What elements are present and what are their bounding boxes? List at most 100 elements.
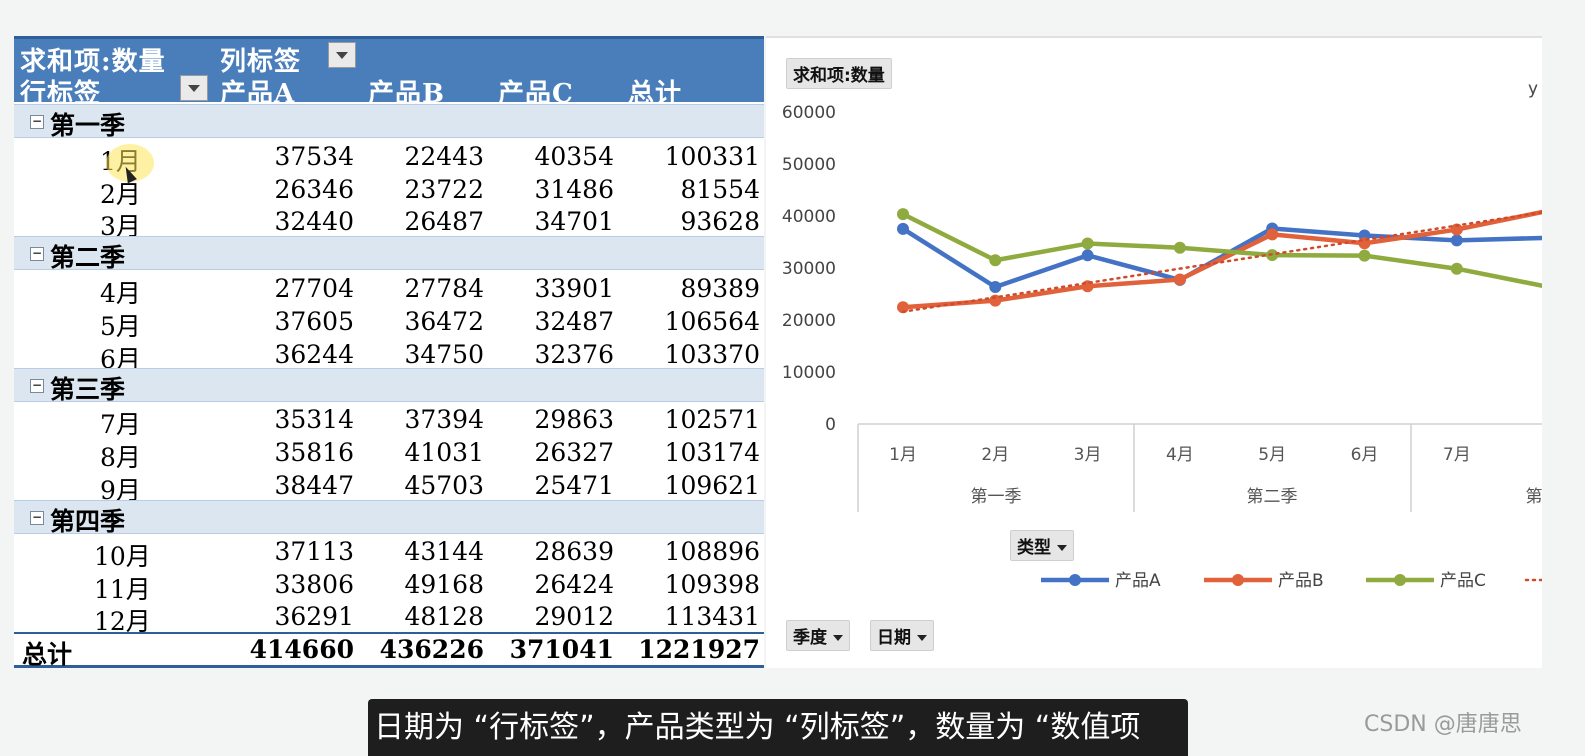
type-filter-button[interactable]: 类型 — [1010, 530, 1074, 561]
cell-product-b: 27784 — [404, 274, 484, 303]
grand-total-product-b: 436226 — [379, 635, 484, 664]
x-tick-label: 1月 — [889, 445, 917, 465]
data-point — [989, 281, 1002, 294]
group-label: 第一季 — [971, 487, 1022, 507]
cell-product-b: 48128 — [404, 602, 484, 631]
date-filter-label: 日期 — [877, 628, 911, 648]
table-row[interactable]: 4月 27704 27784 33901 89389 — [14, 272, 764, 308]
data-point — [1173, 241, 1186, 254]
table-row[interactable]: 8月 35816 41031 26327 103174 — [14, 436, 764, 472]
table-row[interactable]: 6月 36244 34750 32376 103370 — [14, 338, 764, 374]
line-chart-svg: 0 10000 20000 30000 40000 50000 60000 y 1月 2月 3月 4月… — [782, 79, 1543, 591]
cell-product-c: 29012 — [534, 602, 614, 631]
data-point — [1358, 249, 1371, 262]
cell-product-c: 29863 — [534, 405, 614, 434]
legend-label: 产品C — [1440, 571, 1486, 591]
data-point — [1450, 262, 1463, 275]
click-highlight — [106, 144, 154, 182]
table-row[interactable]: 12月 36291 48128 29012 113431 — [14, 600, 764, 636]
cell-product-a: 26346 — [274, 175, 354, 204]
group-label: 第 — [1526, 487, 1543, 507]
cell-product-b: 43144 — [404, 537, 484, 566]
y-tick-label: 40000 — [782, 207, 836, 227]
quarter-row[interactable]: − 第三季 — [14, 368, 764, 404]
chevron-down-icon — [1057, 545, 1067, 551]
table-row[interactable]: 9月 38447 45703 25471 109621 — [14, 469, 764, 505]
cell-product-a: 37605 — [274, 307, 354, 336]
data-point — [1266, 228, 1279, 241]
x-tick-label: 6月 — [1351, 445, 1379, 465]
cell-product-b: 37394 — [404, 405, 484, 434]
series-line — [901, 226, 1542, 290]
type-filter-label: 类型 — [1017, 538, 1051, 558]
data-point — [1173, 273, 1186, 286]
cell-product-b: 49168 — [404, 570, 484, 599]
cell-product-c: 32376 — [534, 340, 614, 369]
cell-product-b: 23722 — [404, 175, 484, 204]
x-tick-label: 3月 — [1074, 445, 1102, 465]
table-row[interactable]: 10月 37113 43144 28639 108896 — [14, 535, 764, 571]
cell-total: 109398 — [664, 570, 760, 599]
cell-product-c: 28639 — [534, 537, 614, 566]
quarter-row[interactable]: − 第二季 — [14, 236, 764, 272]
month-label: 8月 — [100, 443, 141, 472]
cell-product-c: 26327 — [534, 438, 614, 467]
data-point — [897, 208, 909, 221]
cell-product-a: 38447 — [274, 471, 354, 500]
cell-product-a: 35816 — [274, 438, 354, 467]
cell-product-a: 36291 — [274, 602, 354, 631]
data-point — [1081, 249, 1094, 262]
column-filter-dropdown[interactable] — [328, 42, 356, 68]
cell-total: 103174 — [664, 438, 760, 467]
cell-product-b: 34750 — [404, 340, 484, 369]
cell-product-b: 36472 — [404, 307, 484, 336]
cell-product-a: 33806 — [274, 570, 354, 599]
cell-product-c: 33901 — [534, 274, 614, 303]
collapse-toggle-icon[interactable]: − — [30, 114, 44, 129]
table-row[interactable]: 2月 26346 23722 31486 81554 — [14, 173, 764, 209]
watermark: CSDN @唐唐思 — [1364, 712, 1522, 737]
month-label: 7月 — [100, 410, 141, 439]
x-tick-label: 5月 — [1258, 445, 1286, 465]
video-subtitle: 日期为 “行标签”，产品类型为 “列标签”，数量为 “数值项 — [368, 699, 1188, 756]
pivot-chart[interactable]: 求和项:数量 0 10000 20000 30000 40000 50000 60000 y 1… — [766, 36, 1542, 668]
table-row[interactable]: 5月 37605 36472 32487 106564 — [14, 305, 764, 341]
data-point — [1450, 223, 1463, 236]
row-filter-dropdown[interactable] — [180, 75, 208, 101]
collapse-toggle-icon[interactable]: − — [30, 378, 44, 393]
season-filter-label: 季度 — [793, 628, 827, 648]
cell-product-b: 45703 — [404, 471, 484, 500]
grand-total-product-c: 371041 — [509, 635, 614, 664]
cell-product-c: 31486 — [534, 175, 614, 204]
grand-total-row[interactable]: 总计 414660 436226 371041 1221927 — [14, 632, 764, 669]
trendline — [901, 211, 1542, 313]
collapse-toggle-icon[interactable]: − — [30, 510, 44, 525]
table-row[interactable]: 11月 33806 49168 26424 109398 — [14, 568, 764, 604]
quarter-label: 第一季 — [50, 111, 126, 140]
cell-total: 81554 — [680, 175, 760, 204]
chevron-down-icon — [917, 635, 927, 641]
y-tick-label: 50000 — [782, 155, 836, 175]
quarter-row[interactable]: − 第一季 — [14, 104, 764, 140]
chevron-down-icon — [833, 635, 843, 641]
season-filter-button[interactable]: 季度 — [786, 620, 850, 651]
group-label: 第二季 — [1247, 487, 1298, 507]
cell-product-a: 32440 — [274, 207, 354, 236]
cell-total: 102571 — [664, 405, 760, 434]
quarter-row[interactable]: − 第四季 — [14, 500, 764, 536]
data-point — [897, 301, 909, 314]
quarter-label: 第三季 — [50, 375, 126, 404]
pivot-header: 求和项:数量 列标签 行标签 产品A 产品B 产品C 总计 — [14, 36, 764, 109]
table-row[interactable]: 3月 32440 26487 34701 93628 — [14, 205, 764, 241]
chevron-down-icon — [336, 51, 348, 59]
value-field-button[interactable]: 求和项:数量 — [786, 58, 892, 89]
collapse-toggle-icon[interactable]: − — [30, 246, 44, 261]
date-filter-button[interactable]: 日期 — [870, 620, 934, 651]
cell-product-b: 22443 — [404, 142, 484, 171]
legend-marker — [1394, 574, 1406, 586]
table-row[interactable]: 7月 35314 37394 29863 102571 — [14, 403, 764, 439]
quarter-label: 第四季 — [50, 507, 126, 536]
month-label: 11月 — [94, 575, 151, 604]
data-point — [1450, 234, 1463, 247]
sum-field-label: 求和项:数量 — [20, 47, 166, 77]
